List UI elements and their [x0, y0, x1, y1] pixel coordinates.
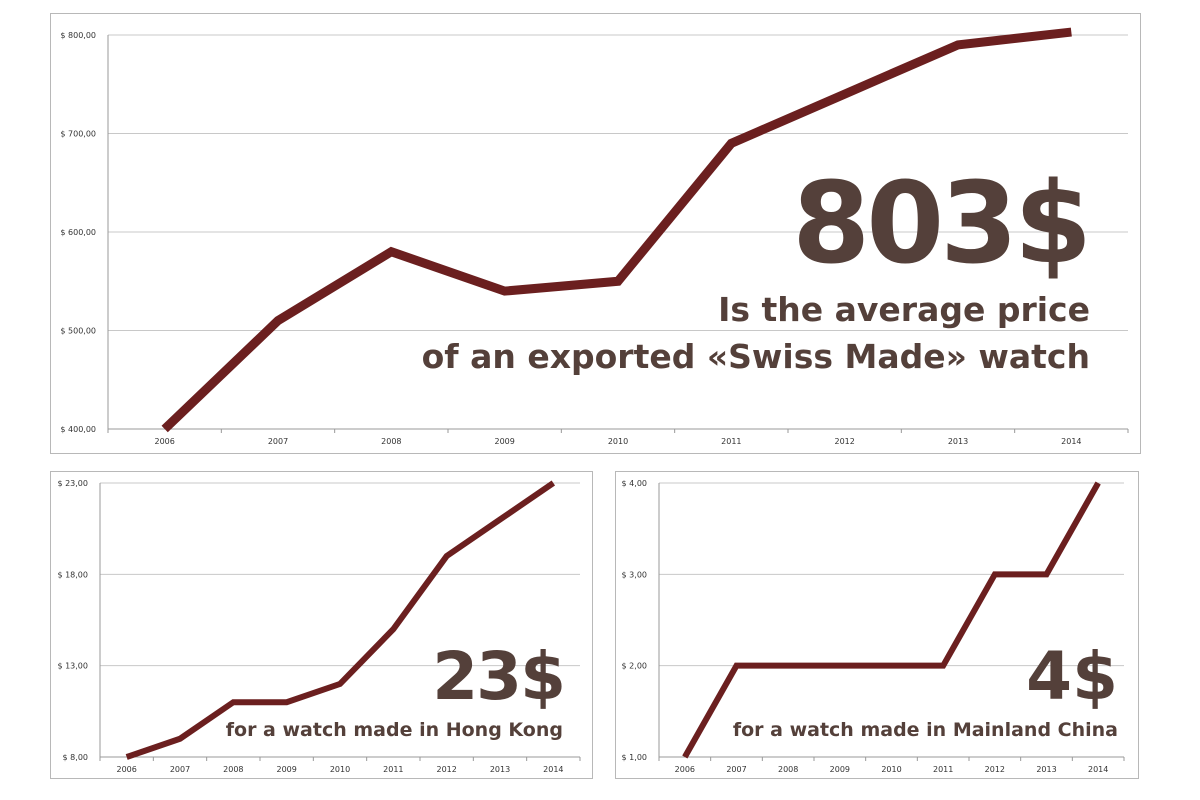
china-headline: 4$	[1026, 638, 1118, 715]
hk-series-line	[125, 480, 556, 760]
hk-y-tick-label: $ 23,00	[57, 479, 88, 488]
main-x-tick-label: 2013	[948, 437, 968, 446]
china-y-tick-label: $ 2,00	[622, 662, 647, 671]
main-y-tick-label: $ 700,00	[60, 130, 96, 139]
main-x-tick-label: 2009	[494, 437, 514, 446]
main-caption-line2: of an exported «Swiss Made» watch	[421, 337, 1090, 376]
hk-x-tick-label: 2007	[170, 765, 190, 774]
hk-caption: for a watch made in Hong Kong	[225, 719, 563, 741]
china-x-tick-label: 2008	[778, 765, 798, 774]
china-y-tick-label: $ 1,00	[622, 753, 647, 762]
china-x-tick-label: 2010	[881, 765, 901, 774]
hk-x-tick-label: 2013	[490, 765, 510, 774]
main-y-tick-label: $ 600,00	[60, 228, 96, 237]
china-y-tick-label: $ 4,00	[622, 479, 647, 488]
hk-y-tick-label: $ 18,00	[57, 570, 88, 579]
main-x-tick-label: 2012	[834, 437, 854, 446]
main-x-tick-label: 2010	[608, 437, 628, 446]
hk-x-tick-label: 2012	[436, 765, 456, 774]
hong-kong-chart-panel	[50, 471, 593, 779]
china-x-tick-label: 2012	[985, 765, 1005, 774]
hk-x-tick-label: 2014	[543, 765, 563, 774]
hk-x-tick-label: 2009	[276, 765, 296, 774]
main-y-tick-label: $ 800,00	[60, 31, 96, 40]
hk-y-tick-label: $ 13,00	[57, 662, 88, 671]
main-caption-line1: Is the average price	[718, 290, 1090, 329]
china-x-tick-label: 2009	[830, 765, 850, 774]
china-series-line	[682, 481, 1101, 759]
main-x-tick-label: 2008	[381, 437, 401, 446]
china-x-tick-label: 2011	[933, 765, 953, 774]
hk-y-tick-label: $ 8,00	[63, 753, 88, 762]
hk-x-tick-label: 2010	[330, 765, 350, 774]
main-chart-panel	[50, 13, 1141, 454]
hk-headline: 23$	[432, 638, 566, 715]
main-x-tick-label: 2014	[1061, 437, 1081, 446]
hk-x-tick-label: 2006	[116, 765, 136, 774]
main-headline: 803$	[792, 159, 1092, 289]
china-caption: for a watch made in Mainland China	[732, 719, 1118, 741]
main-y-tick-label: $ 400,00	[60, 425, 96, 434]
china-y-tick-label: $ 3,00	[622, 570, 647, 579]
hk-x-tick-label: 2008	[223, 765, 243, 774]
main-y-tick-label: $ 500,00	[60, 327, 96, 336]
china-x-tick-label: 2014	[1088, 765, 1108, 774]
china-x-tick-label: 2013	[1036, 765, 1056, 774]
china-x-tick-label: 2007	[726, 765, 746, 774]
main-x-tick-label: 2011	[721, 437, 741, 446]
main-x-tick-label: 2006	[154, 437, 174, 446]
main-x-tick-label: 2007	[268, 437, 288, 446]
china-x-tick-label: 2006	[675, 765, 695, 774]
hk-x-tick-label: 2011	[383, 765, 403, 774]
